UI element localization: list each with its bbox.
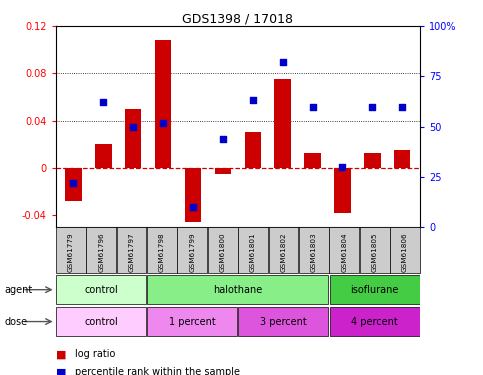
Bar — [147, 307, 237, 336]
Point — [99, 99, 107, 105]
Bar — [147, 275, 328, 304]
Text: GSM61779: GSM61779 — [68, 232, 74, 272]
Bar — [364, 153, 381, 168]
Text: GSM61799: GSM61799 — [189, 232, 195, 272]
Bar — [274, 80, 291, 168]
Point — [398, 104, 406, 110]
Text: dose: dose — [5, 316, 28, 327]
Text: halothane: halothane — [213, 285, 262, 295]
Title: GDS1398 / 17018: GDS1398 / 17018 — [183, 12, 293, 25]
Bar — [56, 307, 146, 336]
Bar — [394, 150, 411, 168]
Point — [219, 136, 227, 142]
Bar — [215, 168, 231, 174]
Text: GSM61805: GSM61805 — [371, 232, 378, 272]
Bar — [65, 168, 82, 201]
Point — [339, 164, 346, 170]
Bar — [238, 227, 268, 273]
Point — [159, 120, 167, 126]
Text: isoflurane: isoflurane — [351, 285, 399, 295]
Text: GSM61796: GSM61796 — [98, 232, 104, 272]
Point — [70, 180, 77, 186]
Text: GSM61798: GSM61798 — [159, 232, 165, 272]
Text: GSM61803: GSM61803 — [311, 232, 317, 272]
Bar — [56, 227, 85, 273]
Point — [309, 104, 316, 110]
Bar — [125, 109, 142, 168]
Text: GSM61797: GSM61797 — [128, 232, 135, 272]
Text: 4 percent: 4 percent — [351, 316, 398, 327]
Text: 3 percent: 3 percent — [260, 316, 307, 327]
Point — [369, 104, 376, 110]
Text: GSM61802: GSM61802 — [281, 232, 286, 272]
Point — [249, 98, 256, 104]
Bar — [330, 307, 420, 336]
Bar — [147, 227, 177, 273]
Bar — [86, 227, 116, 273]
Point — [189, 204, 197, 210]
Text: control: control — [84, 316, 118, 327]
Text: 1 percent: 1 percent — [169, 316, 216, 327]
Text: GSM61801: GSM61801 — [250, 232, 256, 272]
Bar — [185, 168, 201, 222]
Bar — [299, 227, 329, 273]
Bar — [269, 227, 298, 273]
Text: log ratio: log ratio — [75, 350, 115, 359]
Bar — [116, 227, 146, 273]
Bar — [155, 40, 171, 168]
Text: GSM61806: GSM61806 — [402, 232, 408, 272]
Text: control: control — [84, 285, 118, 295]
Text: ■: ■ — [56, 350, 66, 359]
Point — [129, 124, 137, 130]
Point — [279, 59, 286, 65]
Text: percentile rank within the sample: percentile rank within the sample — [75, 368, 240, 375]
Text: ■: ■ — [56, 368, 66, 375]
Bar — [244, 132, 261, 168]
Bar — [304, 153, 321, 168]
Text: GSM61804: GSM61804 — [341, 232, 347, 272]
Bar — [239, 307, 328, 336]
Bar — [334, 168, 351, 213]
Bar — [95, 144, 112, 168]
Bar — [360, 227, 389, 273]
Bar — [329, 227, 359, 273]
Bar — [390, 227, 420, 273]
Bar — [330, 275, 420, 304]
Text: agent: agent — [5, 285, 33, 295]
Bar — [56, 275, 146, 304]
Bar — [208, 227, 238, 273]
Bar — [177, 227, 207, 273]
Text: GSM61800: GSM61800 — [220, 232, 226, 272]
